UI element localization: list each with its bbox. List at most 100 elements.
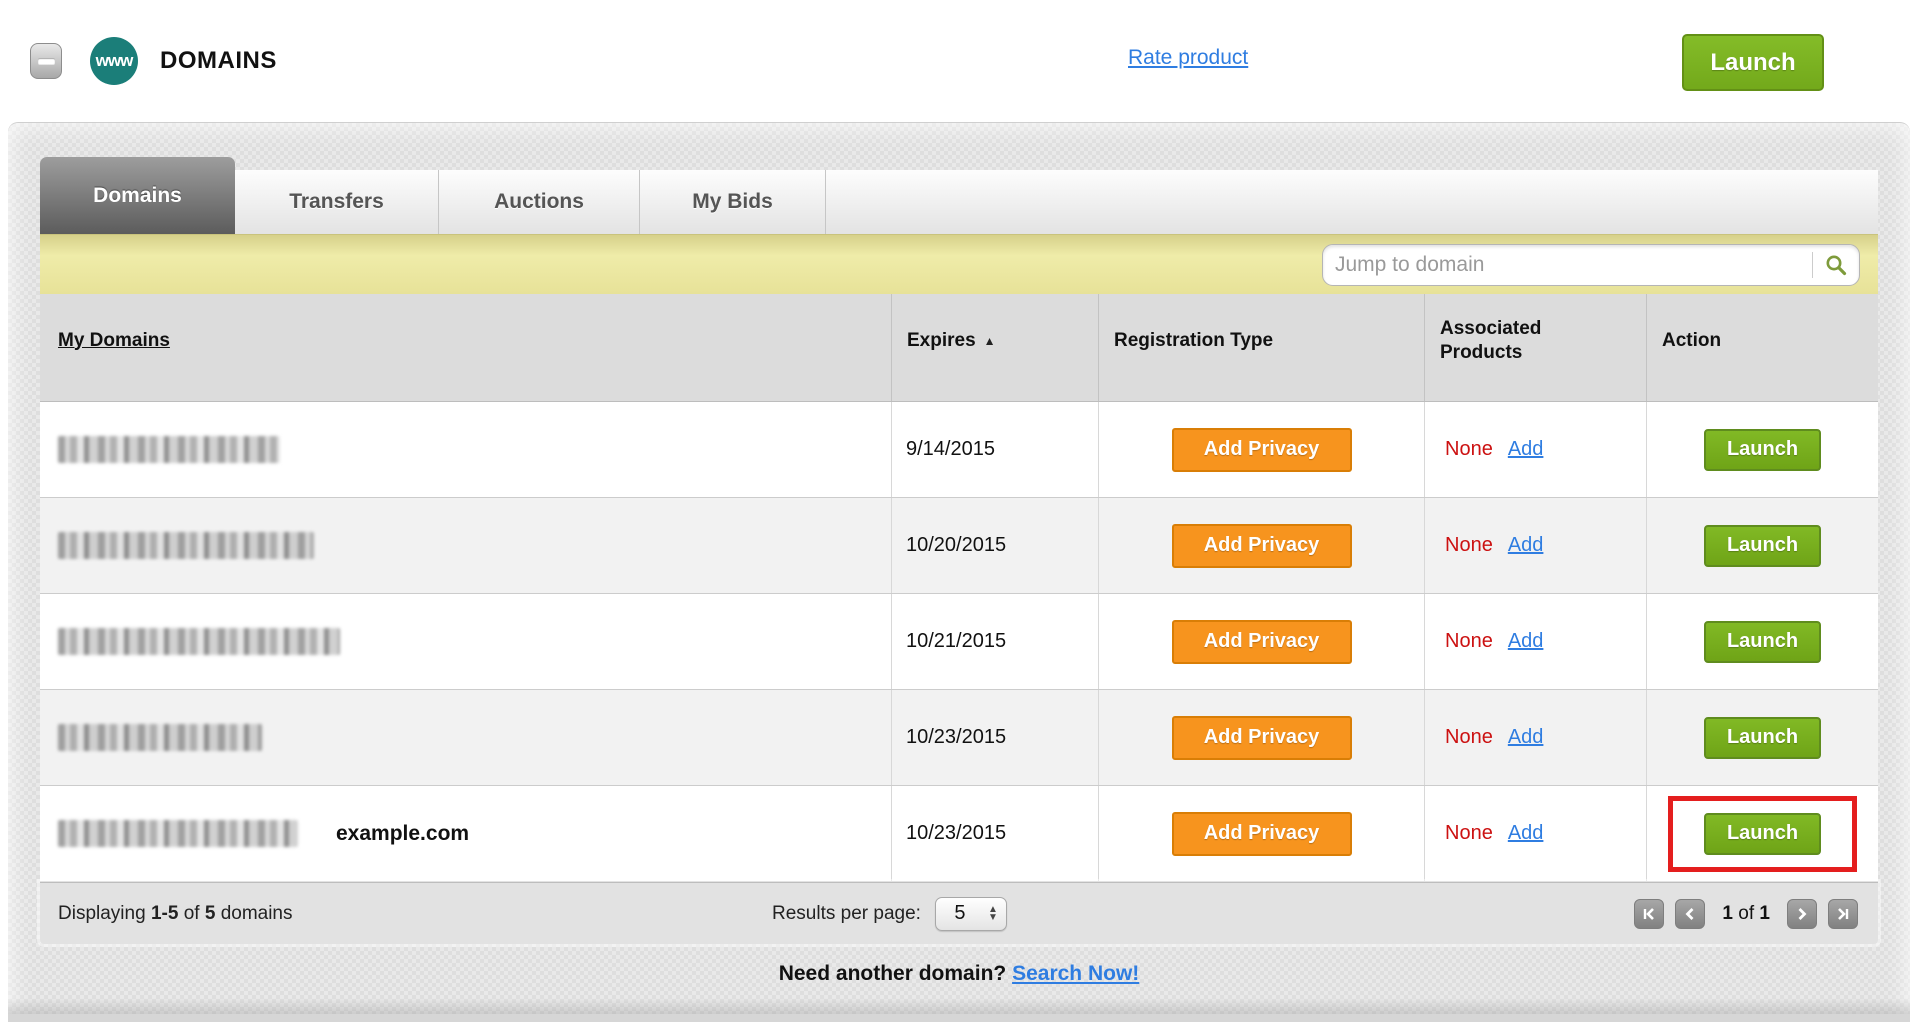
next-page-icon — [1798, 907, 1807, 920]
add-privacy-button[interactable]: Add Privacy — [1171, 523, 1352, 568]
launch-button-header[interactable]: Launch — [1682, 34, 1824, 91]
expires-date: 9/14/2015 — [906, 438, 995, 460]
associated-products-cell: None Add — [1425, 402, 1647, 497]
column-header-my-domains: My Domains — [40, 294, 892, 401]
domains-panel: Domains Transfers Auctions My Bids — [40, 123, 1878, 986]
results-per-page-group: Results per page: 5 ▲ ▼ — [772, 896, 1007, 931]
sort-ascending-icon: ▲ — [983, 333, 996, 348]
tab-my-bids[interactable]: My Bids — [640, 170, 826, 234]
registration-type-cell: Add Privacy — [1099, 402, 1425, 497]
page-status: 1 of 1 — [1722, 902, 1770, 924]
pagination-controls: 1 of 1 — [1634, 898, 1858, 929]
window-bottom-strip — [8, 1014, 1910, 1022]
search-now-link[interactable]: Search Now! — [1012, 962, 1140, 985]
last-page-icon — [1838, 907, 1849, 920]
domain-annotation: example.com — [336, 821, 470, 845]
tab-auctions[interactable]: Auctions — [439, 170, 640, 234]
expires-cell: 10/23/2015 — [892, 786, 1099, 881]
launch-button-wrap: Launch — [1671, 607, 1854, 677]
top-header: www DOMAINS Rate product Launch — [0, 0, 1918, 122]
launch-button-wrap: Launch — [1671, 703, 1854, 773]
add-privacy-button[interactable]: Add Privacy — [1171, 811, 1352, 856]
add-product-link[interactable]: Add — [1507, 438, 1544, 460]
redacted-domain-name — [58, 628, 340, 655]
page-title: DOMAINS — [160, 47, 277, 74]
results-per-page-select[interactable]: 5 ▲ ▼ — [934, 896, 1007, 931]
add-privacy-button[interactable]: Add Privacy — [1171, 715, 1352, 760]
launch-button[interactable]: Launch — [1704, 812, 1821, 855]
action-cell: Launch — [1647, 498, 1878, 593]
first-page-icon — [1644, 907, 1655, 920]
associated-products-value: None — [1445, 822, 1493, 844]
jump-to-domain-searchbox — [1322, 243, 1860, 286]
associated-products-value: None — [1445, 438, 1493, 460]
redacted-domain-name — [58, 820, 298, 847]
last-page-button[interactable] — [1828, 898, 1858, 929]
content-background: Domains Transfers Auctions My Bids — [8, 122, 1910, 1022]
launch-button-wrap: Launch — [1668, 795, 1857, 872]
rate-product-link[interactable]: Rate product — [1128, 46, 1249, 69]
expires-date: 10/23/2015 — [906, 726, 1007, 748]
associated-products-value: None — [1445, 630, 1493, 652]
displaying-range: 1-5 — [150, 902, 179, 924]
collapse-panel-button[interactable] — [30, 43, 62, 79]
add-product-link[interactable]: Add — [1507, 726, 1544, 748]
action-cell: Launch — [1647, 402, 1878, 497]
table-row: 10/21/2015 Add Privacy None Add Launch — [40, 594, 1878, 690]
table-row: 10/20/2015 Add Privacy None Add Launch — [40, 498, 1878, 594]
domain-cell: example.com — [40, 786, 892, 881]
domain-cell — [40, 498, 892, 593]
add-privacy-button[interactable]: Add Privacy — [1171, 427, 1352, 472]
associated-products-cell: None Add — [1425, 594, 1647, 689]
launch-button[interactable]: Launch — [1704, 524, 1821, 567]
search-icon — [1826, 255, 1847, 275]
jump-to-domain-input[interactable] — [1323, 252, 1812, 277]
table-row: example.com 10/23/2015 Add Privacy None … — [40, 786, 1878, 882]
action-cell: Launch — [1647, 594, 1878, 689]
tab-domains[interactable]: Domains — [40, 157, 235, 234]
table-footer: Displaying 1-5 of 5 domains Results per … — [40, 882, 1878, 944]
tab-bar-filler — [826, 170, 1878, 234]
add-product-link[interactable]: Add — [1507, 822, 1544, 844]
domain-cell — [40, 690, 892, 785]
domain-cell — [40, 594, 892, 689]
registration-type-cell: Add Privacy — [1099, 690, 1425, 785]
associated-products-cell: None Add — [1425, 690, 1647, 785]
launch-button[interactable]: Launch — [1704, 716, 1821, 759]
add-privacy-button[interactable]: Add Privacy — [1171, 619, 1352, 664]
select-stepper-icon: ▲ ▼ — [987, 903, 998, 923]
displaying-status: Displaying 1-5 of 5 domains — [58, 902, 293, 924]
table-row: 10/23/2015 Add Privacy None Add Launch — [40, 690, 1878, 786]
domain-cell — [40, 402, 892, 497]
redacted-domain-name — [58, 436, 280, 463]
displaying-total: 5 — [204, 902, 216, 924]
launch-button[interactable]: Launch — [1704, 620, 1821, 663]
tab-transfers[interactable]: Transfers — [235, 170, 439, 234]
associated-products-value: None — [1445, 726, 1493, 748]
add-product-link[interactable]: Add — [1507, 534, 1544, 556]
expires-cell: 9/14/2015 — [892, 402, 1099, 497]
next-page-button[interactable] — [1787, 898, 1817, 929]
associated-products-cell: None Add — [1425, 786, 1647, 881]
action-cell: Launch — [1647, 786, 1878, 881]
expires-label: Expires — [907, 329, 976, 351]
launch-button[interactable]: Launch — [1704, 428, 1821, 471]
add-product-link[interactable]: Add — [1507, 630, 1544, 652]
previous-page-icon — [1685, 907, 1694, 920]
results-per-page-label: Results per page: — [772, 902, 921, 924]
registration-type-cell: Add Privacy — [1099, 786, 1425, 881]
my-domains-sort-link[interactable]: My Domains — [58, 329, 170, 351]
previous-page-button[interactable] — [1675, 898, 1706, 929]
search-submit-button[interactable] — [1813, 245, 1859, 285]
first-page-button[interactable] — [1634, 898, 1665, 929]
expires-cell: 10/20/2015 — [892, 498, 1099, 593]
associated-products-value: None — [1445, 534, 1493, 556]
need-domain-prompt: Need another domain? Search Now! — [778, 962, 1140, 985]
expires-date: 10/21/2015 — [906, 630, 1007, 652]
redacted-domain-name — [58, 532, 314, 559]
column-header-expires[interactable]: Expires ▲ — [892, 294, 1099, 401]
expires-date: 10/23/2015 — [906, 822, 1007, 844]
expires-cell: 10/23/2015 — [892, 690, 1099, 785]
column-header-associated-products: Associated Products — [1425, 294, 1647, 401]
minus-icon — [37, 58, 55, 64]
